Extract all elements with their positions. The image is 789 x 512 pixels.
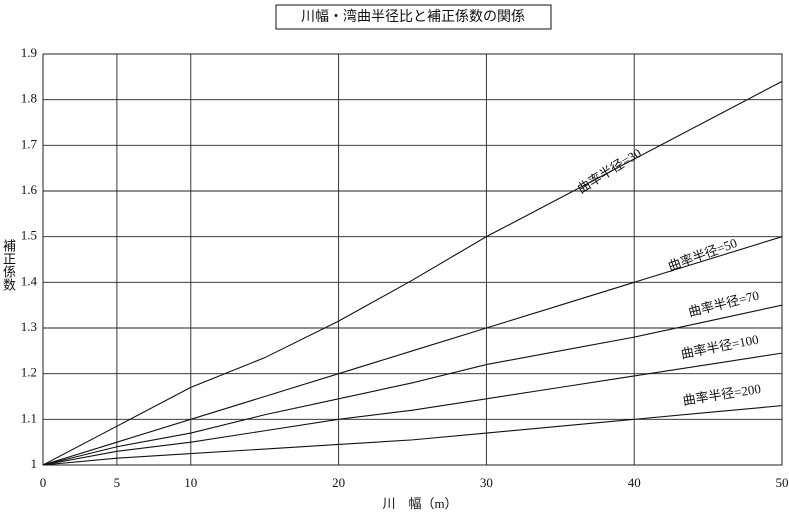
- curve: [42, 405, 783, 466]
- y-tick-label: 1.8: [21, 91, 37, 106]
- curve: [42, 352, 783, 466]
- chart-title: 川幅・湾曲半径比と補正係数の関係: [301, 8, 525, 25]
- curve: [42, 236, 783, 466]
- x-tick-label: 5: [114, 475, 121, 490]
- y-tick-label: 1.6: [21, 182, 38, 197]
- title-box: [275, 4, 552, 30]
- x-tick-label: 30: [480, 475, 493, 490]
- y-tick-label: 1.5: [21, 228, 37, 243]
- x-tick-label: 20: [332, 475, 345, 490]
- x-tick-label: 40: [628, 475, 641, 490]
- y-tick-label: 1.1: [21, 410, 37, 425]
- curve: [42, 304, 783, 466]
- y-tick-label: 1.7: [21, 136, 38, 151]
- y-tick-label: 1: [31, 456, 38, 471]
- x-tick-label: 10: [184, 475, 197, 490]
- x-tick-label: 0: [40, 475, 47, 490]
- y-tick-label: 1.2: [21, 365, 37, 380]
- y-tick-label: 1.4: [21, 273, 38, 288]
- series-label: 曲率半径=50: [666, 235, 739, 274]
- series-label: 曲率半径=30: [575, 145, 644, 196]
- y-axis-label: 補正係数: [1, 239, 16, 291]
- series-label: 曲率半径=100: [680, 332, 760, 362]
- series-label: 曲率半径=200: [682, 381, 762, 408]
- x-axis-label: 川 幅（m）: [382, 496, 457, 511]
- x-tick-label: 50: [776, 475, 789, 490]
- curve: [42, 80, 783, 466]
- series-label: 曲率半径=70: [687, 288, 761, 320]
- y-tick-label: 1.9: [21, 45, 37, 60]
- y-tick-label: 1.3: [21, 319, 37, 334]
